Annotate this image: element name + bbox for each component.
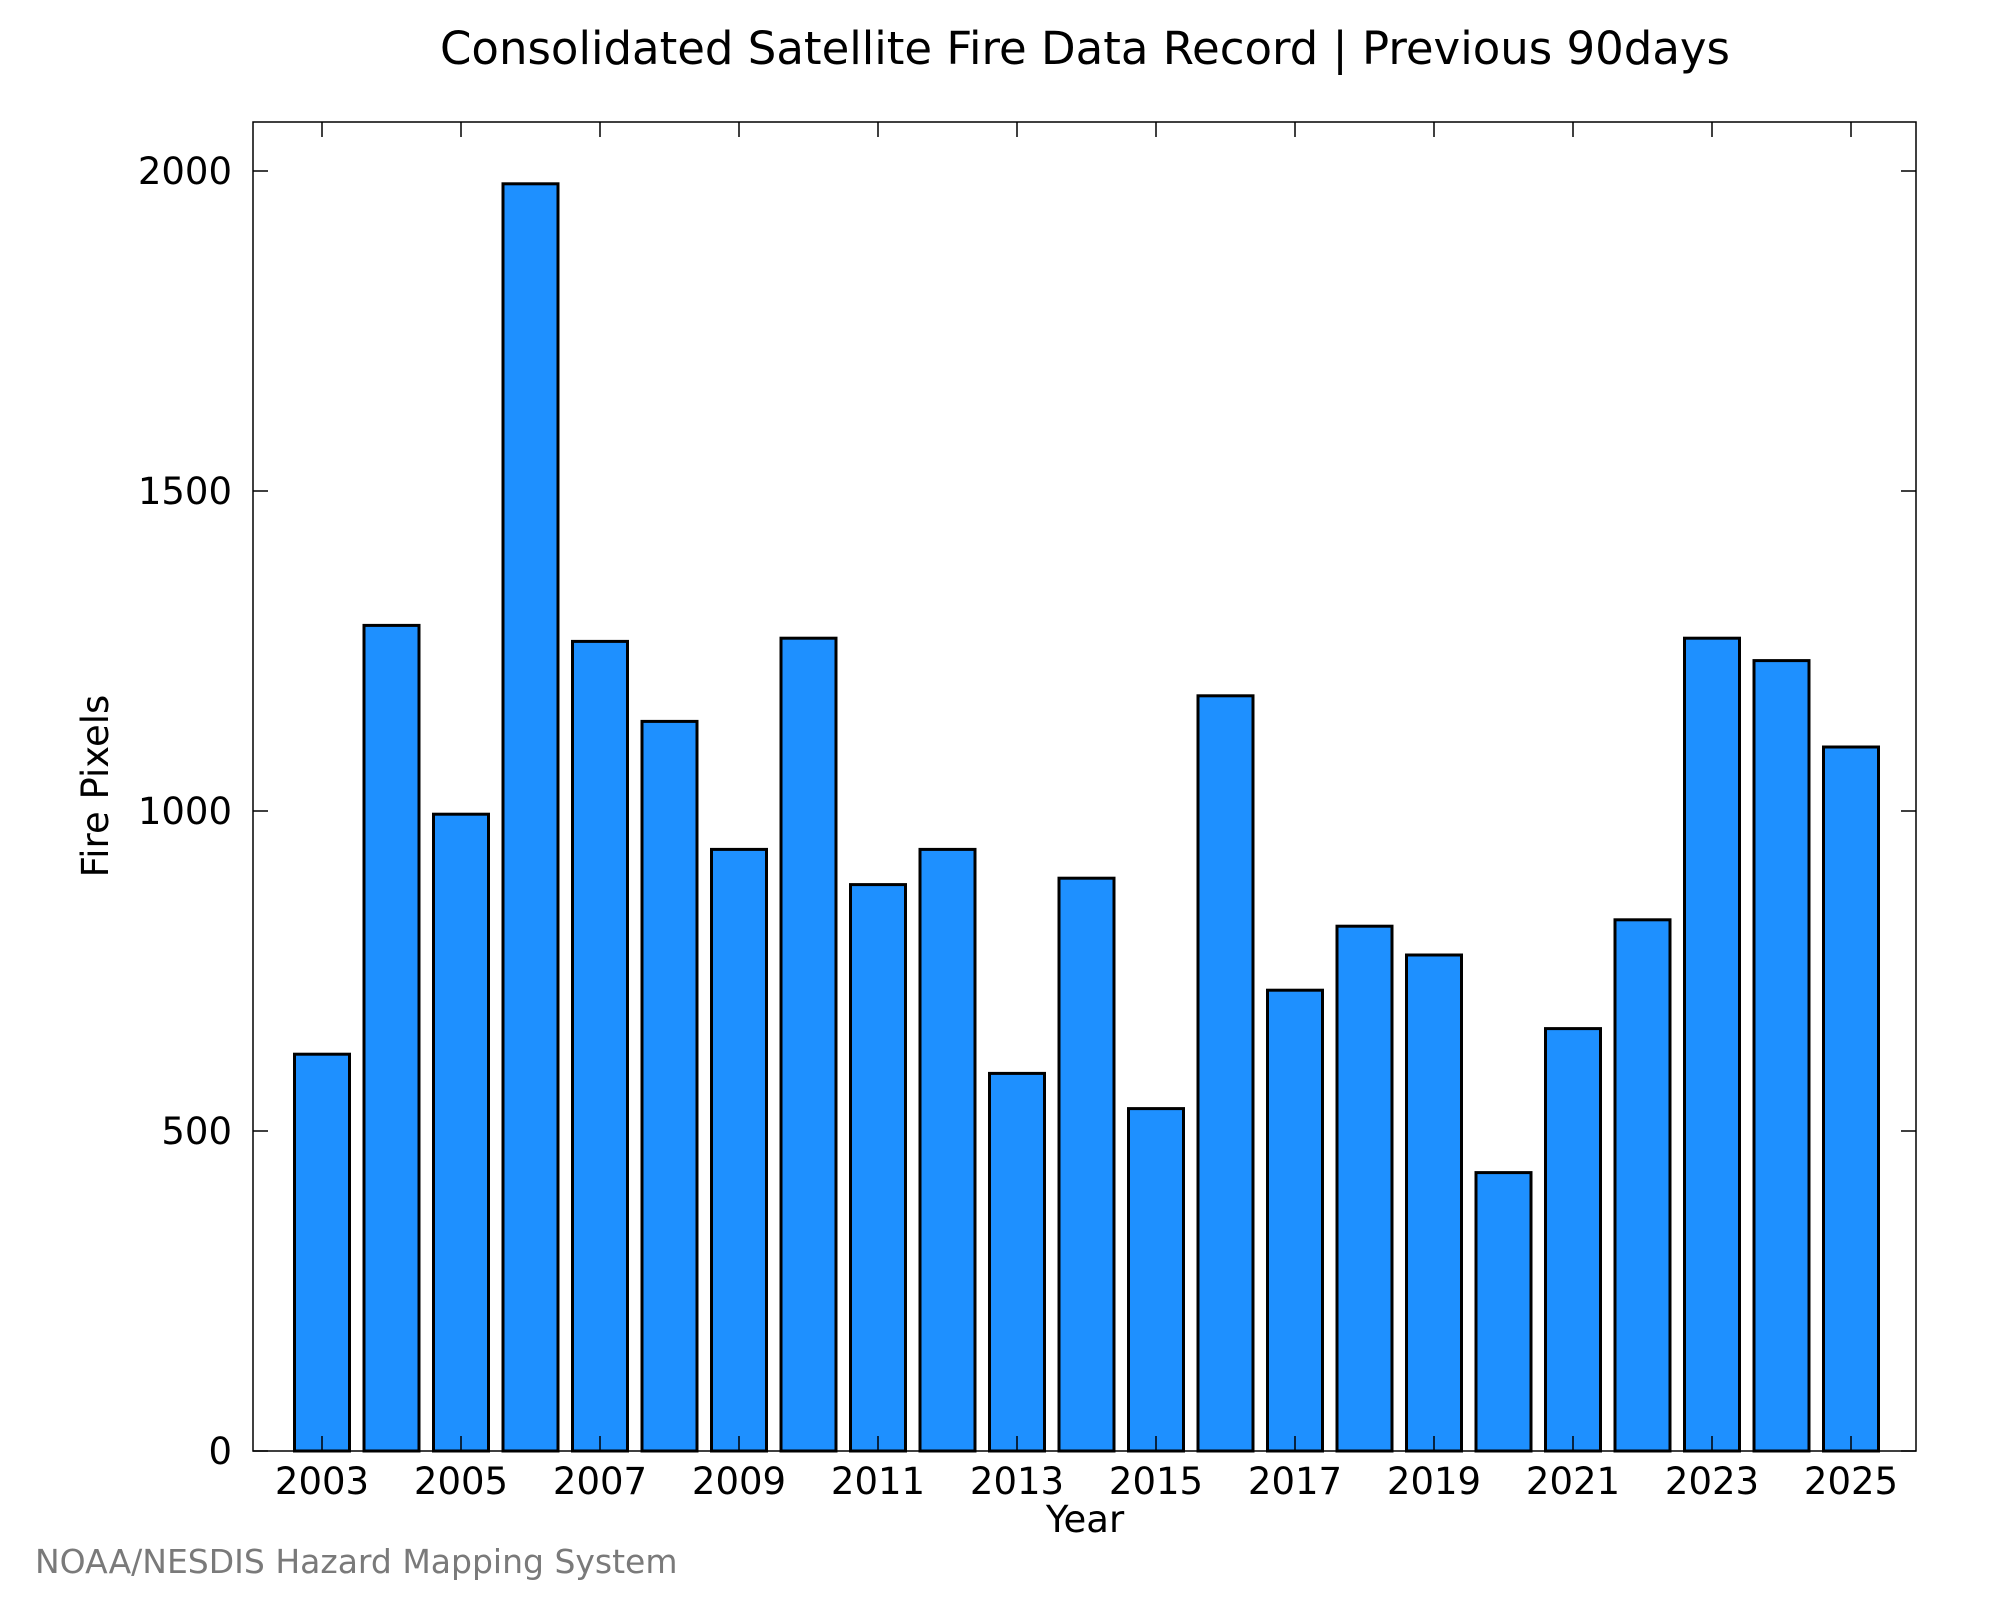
x-tick-label: 2013 — [970, 1460, 1064, 1503]
x-axis-label: Year — [1045, 1498, 1125, 1541]
bar-2004 — [362, 623, 421, 1453]
bar-2008 — [640, 719, 699, 1453]
x-tick-label: 2011 — [831, 1460, 925, 1503]
bar-2021 — [1544, 1027, 1602, 1453]
x-tick-label: 2007 — [553, 1460, 647, 1503]
bar-2018 — [1335, 924, 1394, 1453]
bars — [293, 182, 1880, 1453]
bar-2005 — [432, 812, 490, 1453]
bar-2017 — [1266, 988, 1324, 1453]
x-tick-label: 2003 — [275, 1460, 369, 1503]
bar-2009 — [710, 847, 768, 1453]
bar-2003 — [293, 1052, 351, 1453]
bar-2006 — [501, 182, 560, 1453]
source-credit: NOAA/NESDIS Hazard Mapping System — [35, 1542, 678, 1581]
y-tick-label: 2000 — [138, 150, 232, 193]
bar-2015 — [1127, 1107, 1185, 1453]
x-tick-label: 2005 — [414, 1460, 508, 1503]
bar-2014 — [1057, 876, 1116, 1453]
bar-2016 — [1196, 694, 1255, 1453]
y-tick-labels: 0 500 1000 1500 2000 — [138, 150, 232, 1473]
chart-title: Consolidated Satellite Fire Data Record … — [440, 22, 1730, 75]
x-tick-label: 2015 — [1109, 1460, 1203, 1503]
bar-2019 — [1405, 953, 1463, 1453]
y-tick-label: 1000 — [138, 790, 232, 833]
x-tick-label: 2017 — [1248, 1460, 1342, 1503]
bar-2024 — [1752, 659, 1811, 1453]
x-tick-label: 2023 — [1665, 1460, 1759, 1503]
bar-2013 — [988, 1071, 1046, 1453]
axis-ticks — [253, 122, 1916, 1452]
y-tick-label: 500 — [161, 1110, 232, 1153]
y-axis-label: Fire Pixels — [74, 695, 117, 878]
x-tick-label: 2025 — [1804, 1460, 1898, 1503]
bar-2007 — [571, 639, 629, 1453]
x-tick-label: 2009 — [692, 1460, 786, 1503]
y-tick-label: 0 — [208, 1430, 232, 1473]
bar-2020 — [1474, 1171, 1533, 1453]
bar-2022 — [1613, 918, 1672, 1453]
x-tick-label: 2021 — [1526, 1460, 1620, 1503]
y-tick-label: 1500 — [138, 470, 232, 513]
x-tick-label: 2019 — [1387, 1460, 1481, 1503]
bar-2010 — [779, 636, 838, 1453]
x-tick-labels: 2003 2005 2007 2009 2011 2013 2015 2017 2019 2021… — [275, 1460, 1898, 1503]
bar-2023 — [1683, 636, 1741, 1453]
bar-2025 — [1822, 745, 1880, 1453]
bar-2012 — [918, 847, 977, 1453]
bar-2011 — [849, 883, 907, 1453]
